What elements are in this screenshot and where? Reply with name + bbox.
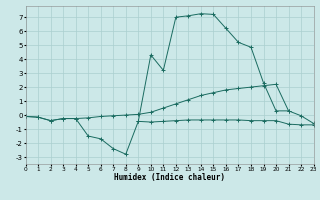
X-axis label: Humidex (Indice chaleur): Humidex (Indice chaleur) — [114, 173, 225, 182]
